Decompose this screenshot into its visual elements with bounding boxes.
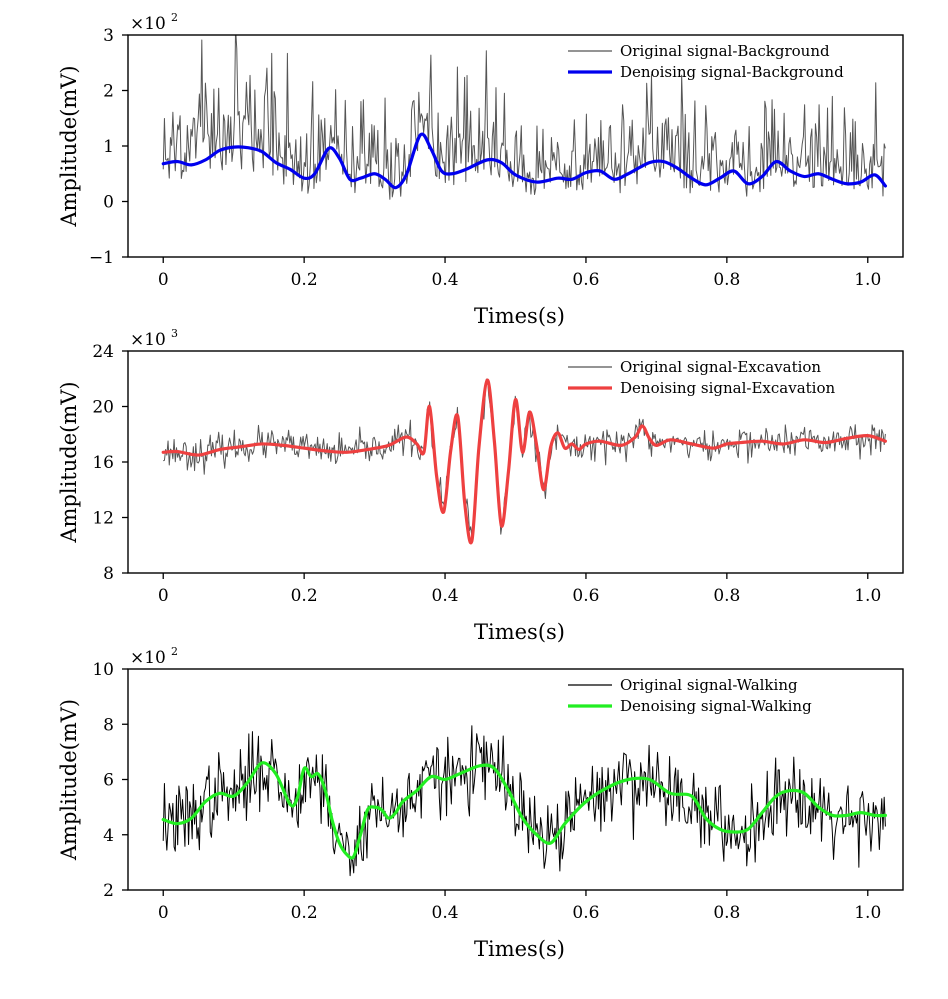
y-tick-label: 20 [92, 398, 114, 418]
x-tick-label: 0.6 [572, 903, 599, 923]
y-tick-label: 10 [92, 660, 114, 680]
axis-scale-exponent: 3 [171, 327, 178, 340]
plot-area [161, 35, 887, 200]
x-axis-label: Times(s) [474, 620, 565, 644]
y-axis-label: Amplitude(mV) [57, 699, 81, 861]
x-tick-label: 0.6 [572, 270, 599, 290]
x-tick-label: 0.2 [291, 270, 318, 290]
y-tick-label: 3 [103, 26, 114, 46]
x-tick-label: 1.0 [854, 586, 881, 606]
y-tick-label: 8 [103, 715, 114, 735]
plot-area [161, 725, 887, 877]
x-tick-label: 0.2 [291, 903, 318, 923]
chart-panel-1: 0 0.2 0.4 0.6 0.8 1.0 −1 0 1 2 3 Times(s) Amplitude(… [57, 11, 904, 328]
series-denoised-line [161, 378, 887, 545]
y-tick-label: 16 [92, 453, 114, 473]
x-tick-label: 0.8 [713, 270, 740, 290]
legend-entry-label: Denoising signal-Walking [620, 697, 812, 715]
axis-scale-factor: ×10 [130, 648, 166, 668]
y-tick-label: 6 [103, 771, 114, 791]
y-tick-label: 12 [92, 509, 114, 529]
series-denoised-line [161, 761, 887, 860]
legend: Original signal-Background Denoising sign… [568, 42, 844, 81]
chart-panel-3: 0 0.2 0.4 0.6 0.8 1.0 2 4 6 8 10 Times(s) Amplitude(… [57, 645, 904, 961]
legend-entry-label: Original signal-Background [620, 42, 830, 60]
axis-scale-exponent: 2 [171, 11, 178, 24]
legend: Original signal-Excavation Denoising sign… [568, 358, 836, 397]
x-tick-label: 0.6 [572, 586, 599, 606]
x-tick-label: 0.4 [432, 586, 459, 606]
y-axis-label: Amplitude(mV) [57, 65, 81, 227]
legend-entry-label: Denoising signal-Background [620, 63, 844, 81]
x-tick-label: 0.8 [713, 903, 740, 923]
axis-scale-factor: ×10 [130, 330, 166, 350]
x-tick-label: 0.8 [713, 586, 740, 606]
x-tick-label: 1.0 [854, 903, 881, 923]
x-axis-label: Times(s) [474, 937, 565, 961]
plot-area [161, 378, 887, 545]
y-tick-label: 2 [103, 881, 114, 901]
axis-scale-factor: ×10 [130, 14, 166, 34]
y-tick-label: 1 [103, 137, 114, 157]
axis-scale-exponent: 2 [171, 645, 178, 658]
legend-entry-label: Denoising signal-Excavation [620, 379, 836, 397]
y-tick-label: −1 [89, 248, 114, 268]
y-tick-label: 24 [92, 342, 114, 362]
x-tick-label: 0 [158, 586, 169, 606]
series-denoised-line [161, 132, 887, 190]
series-original-line [162, 725, 886, 877]
series-original-line [163, 378, 886, 538]
x-tick-label: 0 [158, 903, 169, 923]
legend-entry-label: Original signal-Walking [620, 676, 798, 694]
y-tick-label: 0 [103, 193, 114, 213]
y-tick-label: 2 [103, 82, 114, 102]
series-original-line [162, 35, 886, 200]
x-tick-label: 0.4 [432, 270, 459, 290]
y-axis-label: Amplitude(mV) [57, 381, 81, 543]
y-tick-label: 8 [103, 564, 114, 584]
x-tick-label: 0.4 [432, 903, 459, 923]
x-tick-label: 0.2 [291, 586, 318, 606]
x-tick-label: 0 [158, 270, 169, 290]
y-tick-label: 4 [103, 826, 114, 846]
chart-panel-2: 0 0.2 0.4 0.6 0.8 1.0 8 12 16 20 24 Times(s) Amplitu… [57, 327, 904, 644]
x-axis-label: Times(s) [474, 304, 565, 328]
legend-entry-label: Original signal-Excavation [620, 358, 821, 376]
x-tick-label: 1.0 [854, 270, 881, 290]
legend: Original signal-Walking Denoising signal-… [568, 676, 812, 715]
